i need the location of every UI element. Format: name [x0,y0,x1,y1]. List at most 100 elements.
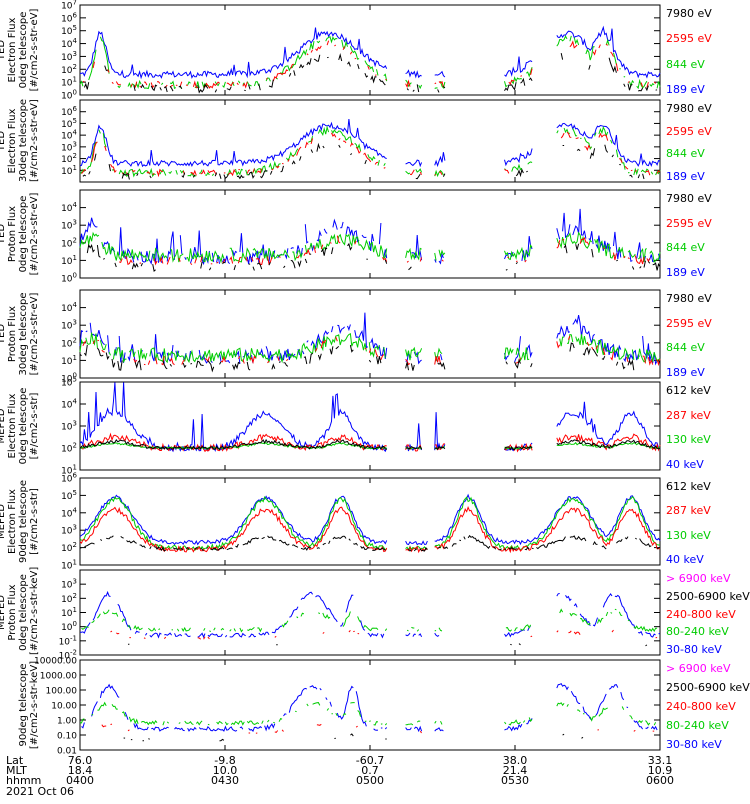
x-tick-label: 0400 [66,774,94,787]
legend-item: 30-80 keV [666,738,722,751]
y-tick-label: 101 [61,464,77,477]
y-tick-label: 10.00 [51,702,77,712]
legend-item: 189 eV [666,366,705,379]
y-tick-label: 103 [61,50,77,63]
x-tick-label: 21.4 [502,764,528,777]
y-tick-label: 106 [61,472,77,485]
y-tick-label: 106 [61,11,77,24]
legend-item: 844 eV [666,341,705,355]
y-tick-label: 100 [61,620,77,633]
series-line-80-240-kev [82,609,661,631]
y-tick-label: 103 [61,578,77,591]
y-tick-label: 101 [61,606,77,619]
x-tick-label: 18.4 [67,764,93,777]
legend-item: 2595 eV [666,124,712,138]
x-axis-row-label: hhmm [6,774,42,787]
x-tick-label: 0530 [501,774,529,787]
series-line-612-kev [79,534,659,552]
legend-item: 844 eV [666,57,705,71]
legend-item: 130 keV [666,528,711,542]
y-tick-label: 100.00 [46,687,78,697]
legend-item: 612 keV [666,384,711,397]
y-axis-label: 90deg telescope [#/cm2-s-str-keV] [18,660,40,750]
panel-frame [79,289,661,379]
legend-item: 189 eV [666,83,705,96]
series-line-7980-ev [86,242,661,272]
y-tick-label: 105 [61,376,77,389]
y-tick-label: 0.10 [57,732,77,742]
x-tick-label: 33.1 [647,754,673,767]
legend-item: 2595 eV [666,32,712,46]
legend-item: 7980 eV [666,7,712,20]
legend-item: 189 eV [666,266,705,279]
y-tick-label: 104 [61,129,77,142]
y-tick-label: 107 [61,0,77,12]
series-line-287-kev [79,506,661,554]
series-line-844-ev [79,231,661,264]
y-tick-label: 102 [61,541,77,554]
y-axis-label: MEPED Electron Flux 90deg telescope [#/c… [0,479,40,564]
y-tick-label: 103 [61,319,77,332]
legend-item: 80-240 keV [666,719,729,732]
y-tick-label: 101 [61,254,77,267]
y-axis-label: MEPED Proton Flux 0deg telescope [#/cm2-… [0,566,40,655]
y-tick-label: 102 [61,63,77,76]
x-tick-label: 0500 [356,774,384,787]
legend-item: 612 keV [666,480,711,493]
series-line-2595-ev [81,131,661,178]
y-axis-label: TED Electron Flux 30deg telescope [#/cm2… [0,98,40,182]
panel-6: 101 102 103 104 105 106 [61,472,661,572]
legend-item: 287 keV [666,504,711,518]
y-tick-label: 10000.00 [34,657,77,667]
series-line-80-240-kev [80,703,660,726]
y-tick-label: 104 [61,301,77,314]
legend-item: 189 eV [666,170,705,183]
legend-item: > 6900 keV [666,572,731,585]
series-line-30-80-kev [82,684,661,732]
y-tick-label: 103 [61,219,77,232]
y-tick-label: 101 [61,559,77,572]
series-line-30-80-kev [79,590,661,639]
y-tick-label: 103 [61,140,77,153]
y-tick-label: 104 [61,398,77,411]
y-tick-label: 101 [61,164,77,177]
y-tick-label: 101 [61,76,77,89]
panel-frame [79,99,661,183]
legend-item: 287 keV [666,408,711,422]
legend-item: > 6900 keV [666,662,731,675]
series-line-189-ev [79,208,661,266]
y-tick-label: 10-2 [59,649,77,662]
panel-frame [79,659,661,751]
y-tick-label: 102 [61,592,77,605]
y-tick-label: 103 [61,524,77,537]
y-tick-label: 100 [61,89,77,102]
x-axis-row-label: MLT [6,764,27,777]
series-line-240-800-kev [110,629,658,640]
y-tick-label: 105 [61,117,77,130]
legend-item: 80-240 keV [666,625,729,639]
legend-item: 240-800 keV [666,607,736,621]
series-line-2500-6900-kev [124,734,643,741]
x-tick-label: -9.8 [214,754,236,767]
panel-frame [79,477,661,566]
y-tick-label: 102 [61,152,77,165]
series-line-844-ev [79,35,661,90]
y-tick-label: 1.00 [57,717,77,727]
series-line-240-800-kev [102,724,660,733]
y-tick-label: 105 [61,489,77,502]
series-line-844-ev [79,332,661,364]
y-tick-label: 104 [61,506,77,519]
panel-frame [79,569,661,656]
y-tick-label: 105 [61,24,77,37]
series-line-7980-ev [83,145,660,180]
y-tick-label: 100 [61,372,77,385]
panel-frame [79,381,661,471]
series-line-40-kev [79,382,661,453]
legend-item: 130 keV [666,433,711,447]
y-tick-label: 104 [61,201,77,214]
legend-item: 2595 eV [666,316,712,330]
legend-item: 240-800 keV [666,700,736,713]
x-tick-label: 10.9 [647,764,673,777]
